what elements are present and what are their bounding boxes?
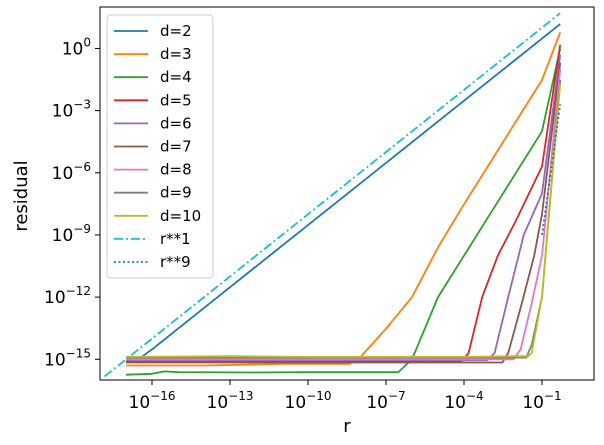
series-line-5 (126, 54, 562, 362)
y-tick-label: 10−3 (52, 98, 91, 122)
x-tick-label: 10−16 (129, 389, 176, 413)
legend-label-9: d=10 (160, 207, 201, 225)
y-tick-label: 10−12 (44, 284, 91, 308)
y-ticks: 10−15 10−12 10−9 10−6 10−3 100 (44, 35, 100, 370)
series-line-6 (126, 62, 562, 364)
legend-label-1: d=2 (160, 22, 192, 40)
y-tick-label: 10−15 (44, 346, 91, 370)
legend-label-6: d=7 (160, 138, 192, 156)
legend-label-2: d=3 (160, 45, 192, 63)
y-axis-label: residual (11, 160, 32, 231)
y-tick-label: 10−9 (52, 222, 91, 246)
plot-frame (99, 6, 595, 381)
series-line-11 (541, 104, 562, 236)
series-line-7 (126, 69, 562, 361)
legend: d=2 d=3 d=4 d=5 d=6 d=7 d=8 d=9 d=10 r**1 r**9 (106, 14, 214, 279)
x-tick-label: 10−4 (444, 389, 483, 413)
x-tick-label: 10−7 (366, 389, 405, 413)
series-line-10 (104, 12, 561, 378)
legend-label-5: d=6 (160, 114, 192, 132)
legend-label-7: d=8 (160, 161, 192, 179)
legend-box (106, 14, 214, 279)
y-tick-label: 10−6 (52, 160, 91, 184)
y-tick-label: 100 (62, 35, 91, 59)
series-line-4 (126, 44, 562, 363)
x-tick-label: 10−10 (285, 389, 332, 413)
x-axis-label: r (343, 416, 351, 437)
series-line-9 (125, 83, 562, 358)
legend-label-4: d=5 (160, 91, 192, 109)
legend-label-10: r**1 (160, 230, 191, 248)
plot-lines (104, 12, 562, 378)
x-tick-label: 10−13 (207, 389, 254, 413)
legend-label-11: r**9 (160, 253, 191, 271)
x-ticks: 10−16 10−13 10−10 10−7 10−4 10−1 (129, 380, 562, 413)
x-tick-label: 10−1 (522, 389, 561, 413)
series-line-2 (126, 31, 562, 367)
series-line-3 (125, 48, 562, 376)
legend-label-3: d=4 (160, 68, 192, 86)
legend-label-8: d=9 (160, 184, 192, 202)
